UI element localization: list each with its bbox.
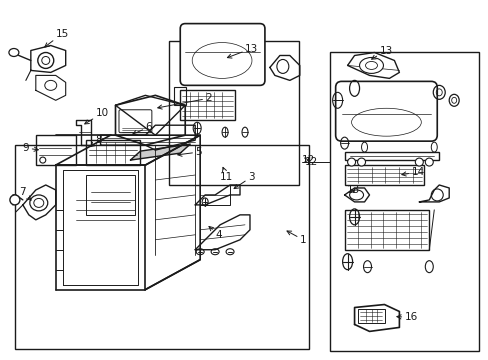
Text: 6: 6 xyxy=(132,122,152,134)
Ellipse shape xyxy=(425,158,432,166)
Bar xyxy=(169,41,298,185)
Bar xyxy=(329,53,478,351)
Text: 13: 13 xyxy=(227,44,258,58)
Text: 13: 13 xyxy=(346,185,359,195)
Bar xyxy=(85,140,140,165)
Ellipse shape xyxy=(347,158,355,166)
Bar xyxy=(200,185,229,205)
Bar xyxy=(344,152,438,160)
Text: 3: 3 xyxy=(234,172,254,189)
Text: 16: 16 xyxy=(396,312,417,323)
Bar xyxy=(344,210,428,250)
Text: 1: 1 xyxy=(286,231,306,245)
Polygon shape xyxy=(130,144,190,160)
Text: 2: 2 xyxy=(158,93,211,109)
Ellipse shape xyxy=(9,49,19,57)
Text: 10: 10 xyxy=(84,108,108,124)
Text: 13: 13 xyxy=(371,45,392,59)
Ellipse shape xyxy=(414,158,423,166)
Ellipse shape xyxy=(38,53,54,68)
Bar xyxy=(85,175,135,215)
Bar xyxy=(357,309,385,323)
Bar xyxy=(15,145,308,349)
FancyBboxPatch shape xyxy=(180,24,264,85)
Bar xyxy=(174,87,186,105)
Ellipse shape xyxy=(357,158,365,166)
Bar xyxy=(344,165,424,185)
Text: 9: 9 xyxy=(23,143,38,153)
Text: 15: 15 xyxy=(45,28,69,47)
Text: 4: 4 xyxy=(208,226,221,240)
Text: 8: 8 xyxy=(90,135,102,147)
Text: 7: 7 xyxy=(19,187,31,200)
Ellipse shape xyxy=(359,58,383,73)
Text: 11: 11 xyxy=(220,167,233,182)
Text: 12: 12 xyxy=(301,155,314,165)
Ellipse shape xyxy=(10,195,20,205)
Bar xyxy=(180,90,235,120)
Text: 14: 14 xyxy=(401,167,424,177)
Bar xyxy=(36,135,76,165)
Text: 5: 5 xyxy=(177,147,202,157)
FancyBboxPatch shape xyxy=(335,81,436,141)
Text: 12: 12 xyxy=(304,157,317,167)
